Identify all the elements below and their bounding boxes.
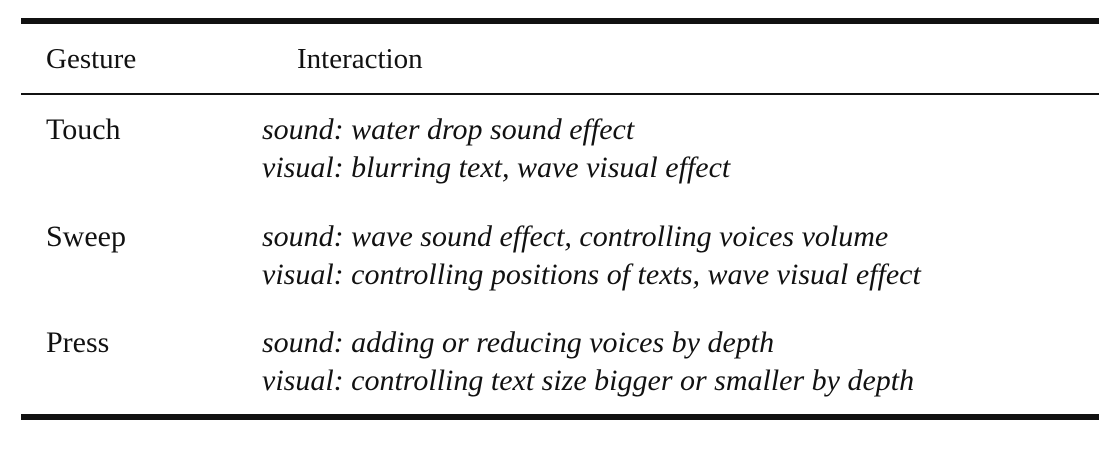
visual-interaction: visual: controlling positions of texts, … <box>262 258 921 291</box>
visual-interaction: visual: controlling text size bigger or … <box>262 364 915 397</box>
interaction-column-header: Interaction <box>297 43 423 75</box>
visual-interaction: visual: blurring text, wave visual effec… <box>262 151 731 184</box>
interaction-cell: sound: adding or reducing voices by dept… <box>262 324 914 400</box>
sound-interaction: sound: adding or reducing voices by dept… <box>262 326 775 359</box>
gesture-column-header: Gesture <box>46 43 137 75</box>
sound-interaction: sound: water drop sound effect <box>262 113 635 146</box>
gesture-cell: Touch <box>46 113 121 146</box>
interaction-cell: sound: wave sound effect, controlling vo… <box>262 218 921 294</box>
header-rule <box>21 93 1099 95</box>
gesture-cell: Sweep <box>46 220 126 253</box>
interaction-cell: sound: water drop sound effect visual: b… <box>262 111 730 187</box>
bottom-rule <box>21 414 1099 420</box>
gesture-interaction-table: Gesture Interaction Touch sound: water d… <box>21 18 1099 420</box>
gesture-cell: Press <box>46 326 110 359</box>
sound-interaction: sound: wave sound effect, controlling vo… <box>262 220 889 253</box>
top-rule <box>21 18 1099 24</box>
